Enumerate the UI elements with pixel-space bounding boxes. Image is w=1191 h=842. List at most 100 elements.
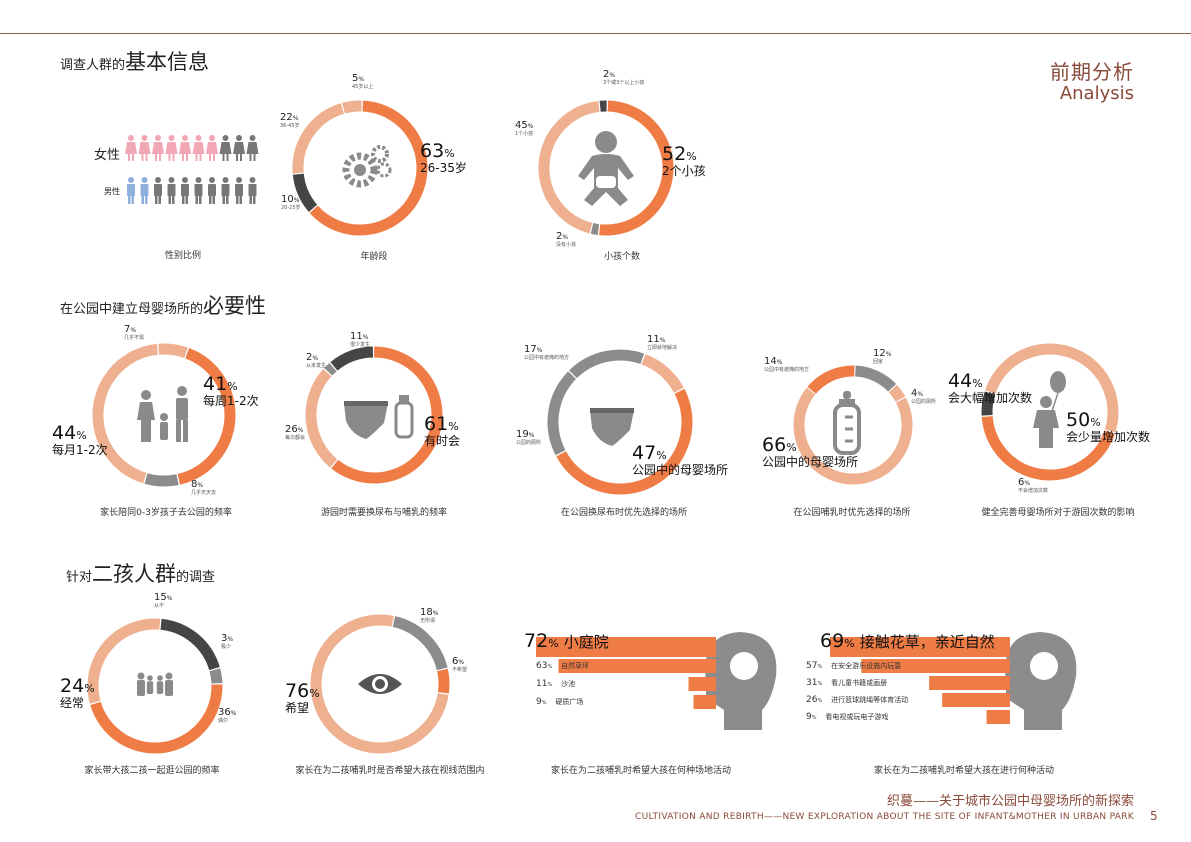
female-figure-icon <box>125 135 137 161</box>
activity-bar-4 <box>986 710 1010 724</box>
visits-slice-label-2: 50% 会少量增加次数 <box>1066 409 1151 444</box>
age-slice-0 <box>342 100 362 114</box>
together-slice-1 <box>209 668 223 684</box>
change_place-slice-label-2: 19% 公园的厕所 <box>516 429 542 446</box>
venue-bar-1 <box>558 659 716 673</box>
sight-slice-label-0: 18% 无所谓 <box>420 607 439 624</box>
change_place-slice-label-3: 17% 公园中有遮掩的地方 <box>524 344 570 361</box>
male-figure-icon <box>235 177 243 204</box>
diaper-slice-0 <box>330 346 374 371</box>
gender-caption: 性别比例 <box>164 251 202 261</box>
activity-bar-2 <box>929 676 1010 690</box>
section-title-second-child: 针对二孩人群的调查 <box>66 562 216 586</box>
age-slice-label-3: 22% 36-45岁 <box>280 112 300 129</box>
sight-caption: 家长在为二孩哺乳时是否希望大孩在视线范围内 <box>295 766 485 776</box>
bottle-icon <box>833 391 861 455</box>
diaper-slice-1 <box>331 346 443 484</box>
sight-slice-1 <box>437 668 450 694</box>
diaper-slice-label-3: 2% 从未发生 <box>306 352 327 369</box>
visits-slice-0 <box>981 416 1115 481</box>
together-slice-0 <box>160 618 220 671</box>
visits-slice-label-0: 44% 会大幅增加次数 <box>948 370 1033 405</box>
together-slice-label-3: 24% 经常 <box>60 675 95 710</box>
diaper-icon <box>344 395 414 439</box>
kids-slice-label-1: 52% 2个小孩 <box>662 143 706 178</box>
sight-slice-2 <box>310 614 449 754</box>
feed_place-slice-label-0: 12% 回家 <box>873 348 892 365</box>
kids-slice-label-3: 45% 1个小孩 <box>515 120 534 137</box>
female-label: 女性 <box>94 148 121 163</box>
female-figure-icon <box>152 135 164 161</box>
activity-headline: 69% 接触花草，亲近自然 <box>820 630 995 652</box>
together-slice-3 <box>87 618 161 704</box>
together-slice-label-2: 36% 偶尔 <box>218 707 237 724</box>
venue-bar-2 <box>688 677 716 691</box>
sight-slice-label-2: 76% 希望 <box>285 680 320 715</box>
change_place-slice-0 <box>641 354 684 393</box>
feed_place-slice-3 <box>807 365 855 394</box>
diaper-slice-3 <box>324 362 337 376</box>
female-figure-icon <box>138 135 151 161</box>
top-rule <box>0 33 1191 34</box>
sight-slice-0 <box>392 616 448 671</box>
feed_place-slice-label-1: 4% 公园的厕所 <box>911 388 937 405</box>
venue-bar-label-1: 63% 自然草坪 <box>536 661 590 671</box>
activity-bar-0 <box>830 637 1010 657</box>
visits-caption: 健全完善母婴场所对于游园次数的影响 <box>981 508 1135 518</box>
activity-caption: 家长在为二孩哺乳时希望大孩在进行何种活动 <box>873 766 1055 776</box>
section-title-necessity: 在公园中建立母婴场所的必要性 <box>60 294 267 318</box>
sight-slice-label-1: 6% 不希望 <box>452 656 468 673</box>
baby-icon <box>578 131 634 206</box>
female-figure-icon <box>206 135 218 161</box>
freq-slice-label-2: 44% 每月1-2次 <box>52 422 108 457</box>
freq-slice-2 <box>92 343 159 484</box>
venue-bar-label-2: 11% 沙池 <box>536 679 576 689</box>
kids-slice-label-2: 2% 没有小孩 <box>556 231 577 248</box>
freq-slice-label-1: 8% 几乎天天去 <box>191 479 217 496</box>
footer-title-en: CULTIVATION AND REBIRTH——NEW EXPLORATION… <box>635 812 1134 822</box>
change_place-slice-label-0: 11% 立即就地解决 <box>647 334 678 351</box>
female-figure-icon <box>233 135 245 161</box>
age-slice-1 <box>309 100 428 236</box>
freq-slice-0 <box>177 348 236 485</box>
activity-bar-1 <box>861 659 1010 673</box>
kids-slice-label-0: 2% 3个或3个以上小孩 <box>603 69 645 86</box>
kids-slice-3 <box>538 100 600 234</box>
feed_place-slice-label-2: 66% 公园中的母婴场所 <box>762 434 859 469</box>
feed_place-slice-2 <box>793 387 913 485</box>
male-figure-icon <box>208 177 216 204</box>
male-figure-icon <box>127 177 135 204</box>
freq-caption: 家长陪同0-3岁孩子去公园的频率 <box>100 508 232 518</box>
age-caption: 年龄段 <box>360 252 388 262</box>
together-slice-2 <box>90 684 223 754</box>
feed_place-caption: 在公园哺乳时优先选择的场所 <box>793 508 911 518</box>
male-figure-icon <box>181 177 189 204</box>
visits-slice-2 <box>985 343 1119 433</box>
freq-slice-label-3: 7% 几乎不需 <box>124 324 145 341</box>
male-label: 男性 <box>104 187 120 196</box>
male-figure-icon <box>167 177 176 204</box>
eye-icon <box>358 674 402 694</box>
page-number: 5 <box>1150 809 1158 823</box>
male-figure-icon <box>140 177 149 204</box>
together-caption: 家长带大孩二孩一起逛公园的频率 <box>84 766 220 776</box>
change_place-slice-label-1: 47% 公园中的母婴场所 <box>632 442 729 477</box>
header-title-en: Analysis <box>1059 83 1134 104</box>
activity-bar-label-4: 9% 看电视或玩电子游戏 <box>806 712 889 722</box>
gear-icon <box>342 145 392 188</box>
footer-title-cn: 织蔓——关于城市公园中母婴场所的新探索 <box>886 794 1134 809</box>
change_place-slice-3 <box>569 349 645 379</box>
feed_place-slice-label-3: 14% 公园中有遮掩的地方 <box>764 356 810 373</box>
activity-bar-3 <box>942 693 1010 707</box>
age-slice-label-0: 5% 45岁以上 <box>352 73 374 90</box>
header-title-cn: 前期分析 <box>1050 60 1134 84</box>
section-title-basic: 调查人群的基本信息 <box>60 50 210 74</box>
activity-bar-label-3: 26% 进行篮球跳绳等体育活动 <box>806 695 909 705</box>
female-figure-icon <box>246 135 259 161</box>
feed_place-slice-1 <box>888 384 906 402</box>
